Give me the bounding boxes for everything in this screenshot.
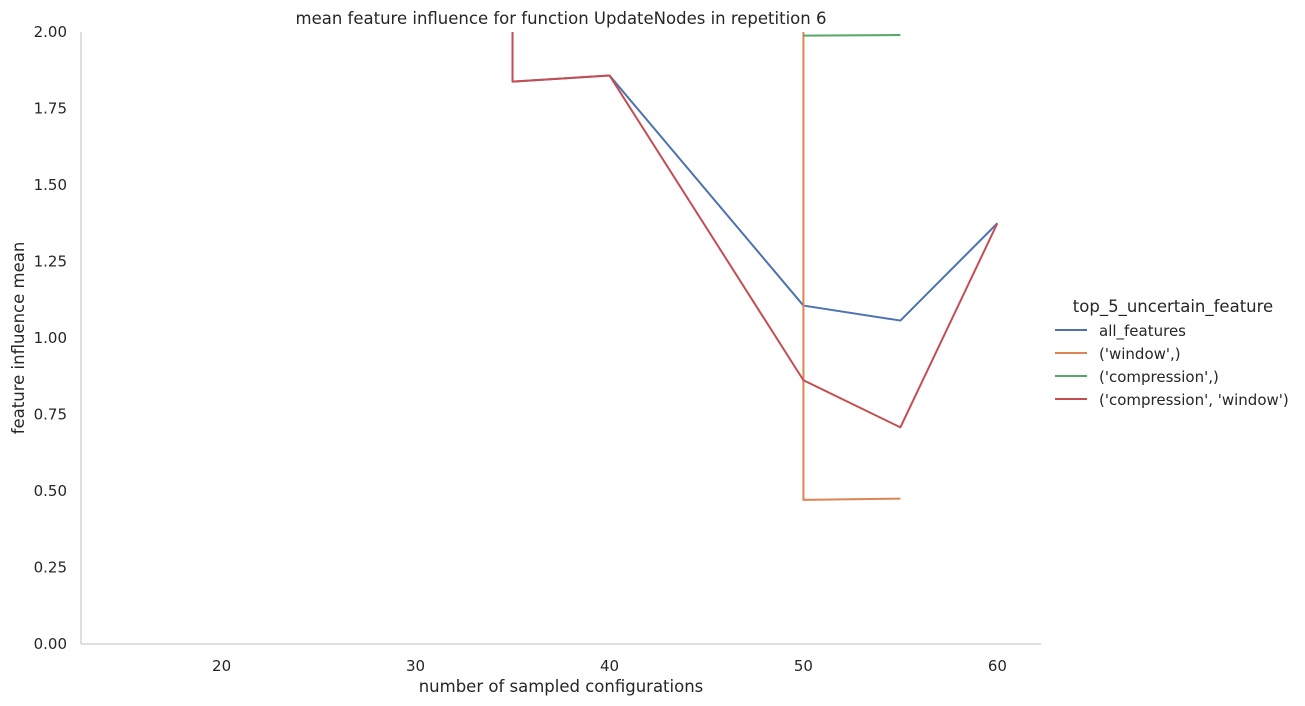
y-tick-label: 2.00 bbox=[34, 23, 67, 41]
series-line-1 bbox=[802, 32, 901, 501]
y-tick-labels: 0.00 0.25 0.50 0.75 1.00 1.25 1.50 1.75 2.00 bbox=[34, 23, 67, 653]
series-layer bbox=[511, 32, 999, 501]
y-tick-label: 1.00 bbox=[34, 329, 67, 347]
y-tick-label: 1.25 bbox=[34, 253, 67, 271]
legend: top_5_uncertain_feature all_features ('wi… bbox=[1055, 297, 1289, 409]
x-tick-label: 60 bbox=[988, 657, 1007, 675]
x-tick-labels: 20 30 40 50 60 bbox=[212, 657, 1007, 675]
legend-label: ('window',) bbox=[1099, 345, 1181, 363]
x-tick-label: 20 bbox=[212, 657, 231, 675]
series-line-0 bbox=[511, 32, 999, 322]
y-tick-label: 1.50 bbox=[34, 176, 67, 194]
legend-label: all_features bbox=[1099, 322, 1186, 341]
legend-label: ('compression', 'window') bbox=[1099, 391, 1289, 409]
y-tick-label: 0.50 bbox=[34, 482, 67, 500]
y-tick-label: 1.75 bbox=[34, 100, 67, 118]
chart-title: mean feature influence for function Upda… bbox=[296, 9, 827, 28]
series-line-3 bbox=[511, 32, 999, 429]
x-tick-label: 50 bbox=[794, 657, 813, 675]
y-tick-label: 0.00 bbox=[34, 635, 67, 653]
x-tick-label: 30 bbox=[406, 657, 425, 675]
x-tick-label: 40 bbox=[600, 657, 619, 675]
legend-title: top_5_uncertain_feature bbox=[1073, 297, 1273, 317]
y-axis-label: feature influence mean bbox=[9, 242, 28, 435]
legend-label: ('compression',) bbox=[1099, 368, 1219, 386]
y-tick-label: 0.25 bbox=[34, 559, 67, 577]
y-tick-label: 0.75 bbox=[34, 406, 67, 424]
x-axis-label: number of sampled configurations bbox=[419, 677, 704, 696]
legend-items: all_features ('window',) ('compression',) (… bbox=[1055, 322, 1289, 409]
series-line-2 bbox=[803, 34, 901, 37]
